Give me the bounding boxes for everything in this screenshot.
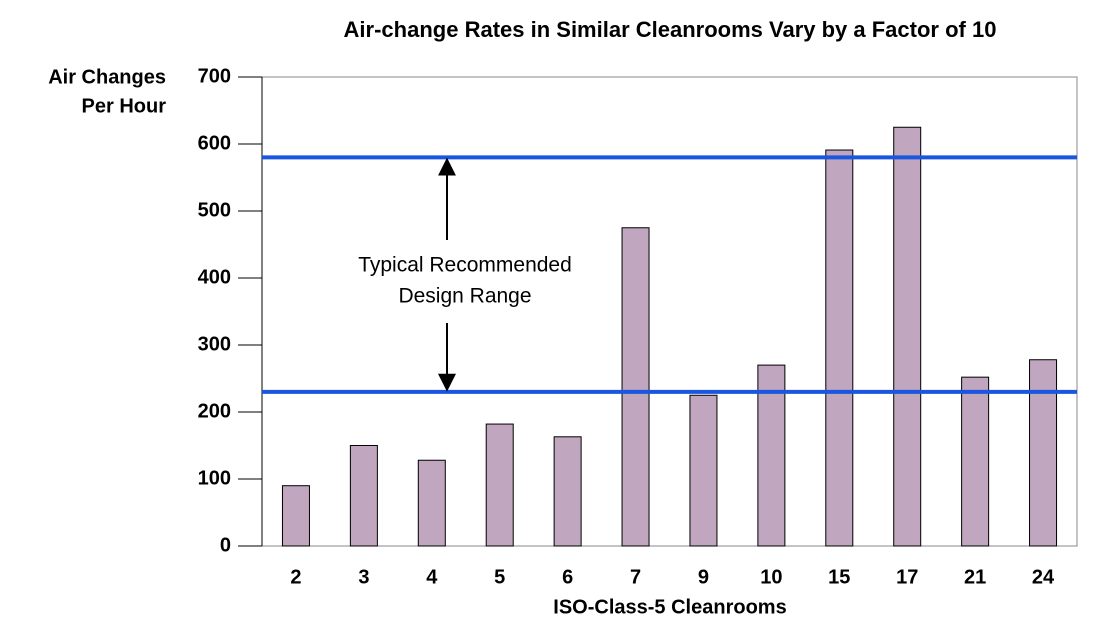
bar xyxy=(689,394,718,547)
y-tick-label: 400 xyxy=(198,266,231,288)
x-tick-label: 5 xyxy=(494,566,505,588)
x-tick-label: 9 xyxy=(698,566,709,588)
y-tick-label: 500 xyxy=(198,199,231,221)
annotation: Typical Recommended xyxy=(358,254,572,277)
y-tick-label: 100 xyxy=(198,467,231,489)
x-tick-label: 21 xyxy=(964,566,986,588)
y-tick-label: 200 xyxy=(198,400,231,422)
bar xyxy=(553,436,582,547)
x-tick-label: 6 xyxy=(562,566,573,588)
bar xyxy=(621,227,650,547)
annotation: Design Range xyxy=(398,285,531,308)
y-tick-label: 700 xyxy=(198,65,231,87)
x-tick-label: 24 xyxy=(1032,566,1055,588)
plot-frame xyxy=(261,76,1078,547)
bar xyxy=(893,126,922,547)
bar xyxy=(825,149,854,547)
bar xyxy=(757,364,786,547)
y-axis-label: Per Hour xyxy=(82,95,167,117)
bar xyxy=(961,376,990,547)
y-tick-label: 600 xyxy=(198,132,231,154)
y-tick-label: 300 xyxy=(198,333,231,355)
bar xyxy=(281,485,310,547)
bar xyxy=(349,445,378,547)
x-axis-label: ISO-Class-5 Cleanrooms xyxy=(553,596,786,618)
bar xyxy=(1029,359,1058,547)
x-tick-label: 10 xyxy=(760,566,782,588)
x-tick-label: 4 xyxy=(426,566,438,588)
x-tick-label: 15 xyxy=(828,566,850,588)
chart-title: Air-change Rates in Similar Cleanrooms V… xyxy=(344,17,997,42)
y-tick-label: 0 xyxy=(220,534,231,556)
x-tick-label: 17 xyxy=(896,566,918,588)
y-axis-label: Air Changes xyxy=(48,66,166,88)
bar xyxy=(485,423,514,547)
x-tick-label: 3 xyxy=(358,566,369,588)
bar xyxy=(417,459,446,547)
x-tick-label: 2 xyxy=(290,566,301,588)
x-tick-label: 7 xyxy=(630,566,641,588)
